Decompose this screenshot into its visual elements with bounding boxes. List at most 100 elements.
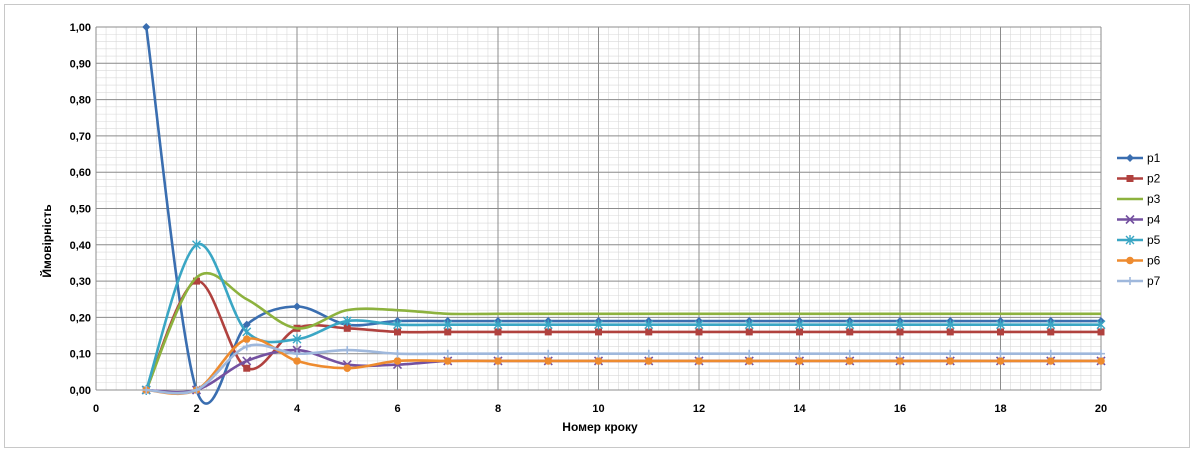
- data-point-p7: [644, 349, 653, 358]
- data-point-p1: [142, 23, 151, 31]
- data-point-p6: [1046, 357, 1055, 365]
- data-point-p7: [695, 349, 703, 358]
- data-point-p6: [293, 357, 301, 365]
- y-tick-label: 1,00: [70, 22, 91, 34]
- data-point-p2: [896, 328, 904, 336]
- legend-item-p7: p7: [1117, 274, 1161, 288]
- legend-marker: [1125, 214, 1135, 225]
- data-point-p6: [544, 357, 553, 365]
- data-point-p6: [695, 357, 703, 365]
- y-tick-label: 0,20: [70, 312, 91, 324]
- chart-frame: 0,00 0,10 0,20 0,30 0,40 0,50 0,60 0,70 0,80 0,90…: [4, 4, 1190, 448]
- data-point-p7: [293, 349, 301, 358]
- data-point-p5: [744, 319, 754, 330]
- legend-label: p7: [1147, 274, 1161, 288]
- legend-marker: [1126, 154, 1134, 162]
- data-point-p2: [946, 328, 954, 336]
- data-point-p5: [996, 319, 1005, 330]
- series-line-p6: [146, 337, 1101, 396]
- legend-label: p2: [1147, 172, 1161, 186]
- legend-marker: [1126, 277, 1134, 285]
- y-tick-label: 0,50: [70, 204, 91, 216]
- data-point-p5: [342, 316, 352, 327]
- data-point-p6: [795, 357, 804, 365]
- data-point-p7: [393, 349, 402, 358]
- data-point-p7: [896, 349, 904, 358]
- data-point-p5: [242, 326, 252, 337]
- series-p2: [142, 277, 1105, 394]
- data-point-p1: [242, 320, 251, 329]
- data-point-p7: [192, 386, 201, 394]
- x-tick-label: 12: [693, 403, 705, 415]
- x-tick-label: 16: [894, 403, 906, 415]
- data-point-p2: [595, 328, 602, 336]
- data-point-p6: [745, 357, 754, 365]
- series-line-p7: [146, 343, 1101, 395]
- x-tick-label: 0: [93, 403, 99, 415]
- data-point-p2: [193, 277, 200, 285]
- line-chart: 0,00 0,10 0,20 0,30 0,40 0,50 0,60 0,70 0,80 0,90…: [39, 22, 1161, 434]
- data-point-p2: [394, 328, 401, 336]
- legend: p1 p2 p3 p4 p5 p6 p7: [1117, 151, 1161, 288]
- series-p6: [142, 335, 1105, 396]
- x-tick-label: 14: [793, 403, 806, 415]
- y-tick-label: 0,70: [70, 131, 91, 143]
- legend-label: p4: [1147, 213, 1161, 227]
- data-point-p7: [443, 349, 452, 358]
- y-tick-label: 0,30: [70, 276, 91, 288]
- data-point-p6: [242, 335, 251, 343]
- data-point-p2: [1097, 328, 1105, 336]
- series-p7: [142, 342, 1105, 395]
- legend-label: p1: [1147, 151, 1161, 165]
- data-point-p2: [243, 364, 251, 372]
- data-point-p5: [644, 319, 654, 330]
- legend-item-p1: p1: [1117, 151, 1161, 165]
- data-point-p7: [494, 349, 502, 358]
- data-point-p6: [946, 357, 955, 365]
- legend-item-p4: p4: [1117, 213, 1161, 227]
- data-point-p7: [544, 349, 553, 358]
- y-tick-label: 0,60: [70, 167, 91, 179]
- data-point-p2: [997, 328, 1004, 336]
- data-point-p2: [846, 328, 854, 336]
- legend-item-p6: p6: [1117, 254, 1161, 268]
- data-point-p6: [845, 357, 854, 365]
- y-tick-label: 0,80: [70, 95, 91, 107]
- data-point-p7: [242, 342, 251, 351]
- legend-item-p5: p5: [1117, 233, 1161, 247]
- data-point-p4: [242, 356, 252, 366]
- legend-label: p6: [1147, 254, 1161, 268]
- data-point-p2: [645, 328, 653, 336]
- y-tick-label: 0,90: [70, 58, 91, 70]
- x-tick-label: 10: [592, 403, 604, 415]
- data-point-p7: [142, 386, 151, 394]
- legend-label: p3: [1147, 192, 1161, 206]
- x-tick-label: 18: [994, 403, 1006, 415]
- data-point-p2: [444, 328, 452, 336]
- legend-label: p5: [1147, 233, 1161, 247]
- series-p3: [145, 271, 1101, 391]
- x-tick-label: 4: [294, 403, 301, 415]
- legend-marker: [1125, 235, 1135, 245]
- data-point-p2: [695, 328, 703, 336]
- data-point-p7: [1046, 349, 1055, 358]
- series-layer: [141, 23, 1106, 405]
- x-axis-title: Номер кроку: [562, 420, 638, 434]
- data-point-p2: [544, 328, 552, 336]
- y-tick-label: 0,10: [70, 349, 91, 361]
- data-point-p7: [745, 349, 754, 358]
- data-point-p6: [594, 357, 603, 365]
- data-point-p5: [192, 239, 201, 250]
- data-point-p5: [1096, 319, 1106, 330]
- series-line-p2: [145, 279, 1101, 391]
- data-point-p2: [494, 328, 502, 336]
- data-point-p2: [1047, 328, 1055, 336]
- y-tick-label: 0,00: [70, 385, 91, 397]
- data-point-p7: [996, 349, 1005, 358]
- data-point-p7: [594, 349, 603, 358]
- data-point-p5: [543, 319, 553, 330]
- data-point-p2: [796, 328, 803, 336]
- data-point-p5: [895, 319, 905, 330]
- data-point-p5: [493, 319, 503, 330]
- data-point-p6: [996, 357, 1005, 365]
